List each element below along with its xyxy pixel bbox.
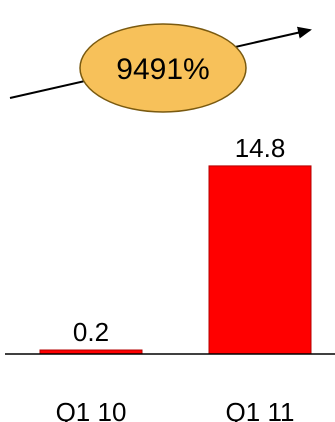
data-label-q1-10: 0.2 [73,317,109,347]
data-label-q1-11: 14.8 [235,133,286,163]
growth-callout-text: 9491% [116,53,209,86]
category-label-q1-10: Q1 10 [56,397,127,422]
data-labels-layer: 0.2 14.8 [73,133,285,347]
category-label-q1-11: Q1 11 [226,397,295,422]
bar-q1-11 [208,165,312,355]
growth-callout-bubble [79,23,247,113]
category-axis-labels: Q1 10 Q1 11 [56,397,295,422]
bars-layer [39,165,312,355]
